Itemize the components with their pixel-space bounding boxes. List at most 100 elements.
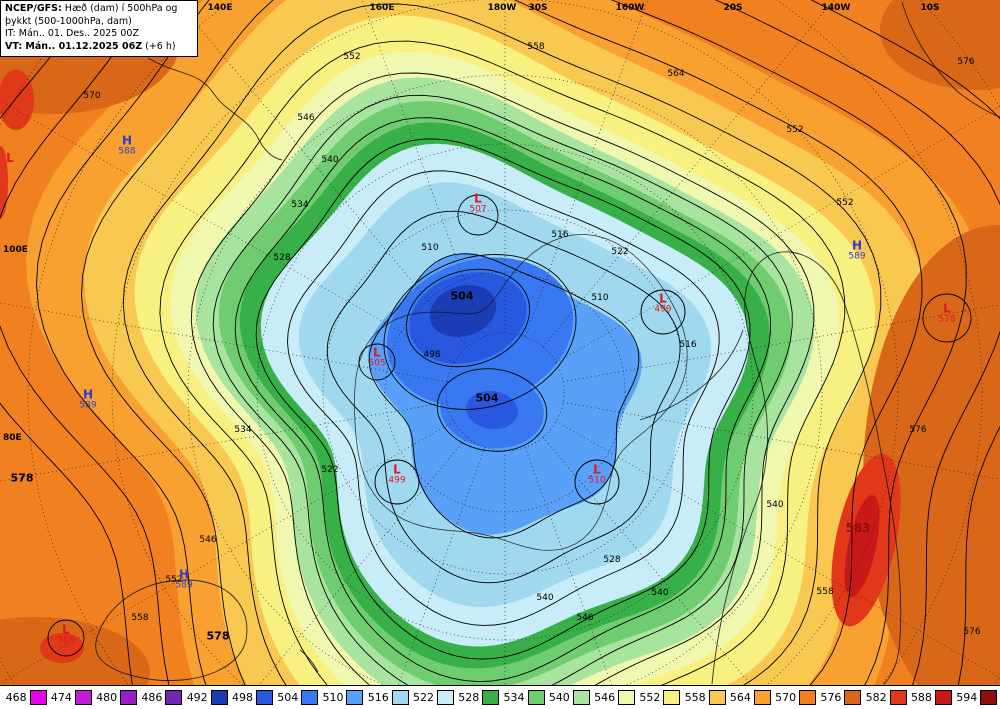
coastline [299, 649, 319, 673]
legend-item: 480 [93, 690, 138, 705]
legend-value: 546 [594, 691, 616, 704]
closed-low-contour [47, 619, 85, 657]
longitude-line [175, 0, 468, 348]
closed-low-contour [574, 459, 620, 505]
legend-value: 474 [50, 691, 72, 704]
legend-value: 564 [729, 691, 751, 704]
legend-color-swatch [799, 690, 817, 705]
legend-item: 582 [862, 690, 907, 705]
legend-value: 510 [322, 691, 344, 704]
info-line-2: þykkt (500-1000hPa, dam) [5, 15, 132, 27]
legend-item: 486 [138, 690, 183, 705]
legend-color-swatch [618, 690, 636, 705]
map-info-box: NCEP/GFS: Hæð (dam) í 500hPa og þykkt (5… [0, 0, 198, 57]
legend-item: 522 [409, 690, 455, 705]
legend-color-swatch [29, 690, 47, 705]
height-contour [212, 94, 793, 685]
height-contour-core [436, 368, 548, 452]
height-contour [255, 138, 751, 660]
legend-value: 492 [186, 691, 208, 704]
height-contour [287, 170, 720, 626]
longitude-line [563, 401, 1000, 480]
longitude-line [0, 100, 455, 363]
info-line-1: NCEP/GFS: Hæð (dam) í 500hPa og [5, 3, 178, 14]
coastline [901, 1, 1000, 118]
legend-color-swatch [301, 690, 319, 705]
legend-item: 510 [319, 690, 364, 705]
legend-value: 486 [141, 691, 163, 704]
warm-patch-576 [880, 0, 1000, 90]
legend-item: 594 [953, 690, 998, 705]
legend-color-swatch [391, 690, 409, 705]
legend-value: 540 [548, 691, 570, 704]
legend-item: 504 [274, 690, 319, 705]
legend-item: 516 [364, 690, 409, 705]
legend-color-swatch [980, 690, 998, 705]
height-contour [326, 210, 681, 584]
longitude-line [361, 0, 486, 337]
longitude-line [0, 401, 447, 482]
warm-patch-588 [844, 495, 880, 597]
legend-item: 564 [726, 690, 771, 705]
legend-color-swatch [708, 690, 726, 705]
legend-color-swatch [572, 690, 590, 705]
legend-item: 576 [817, 690, 862, 705]
weather-map: 140E 160E 180W 30S 160W 20S 140W 10S 100E 80E 552 5… [0, 0, 1000, 685]
legend-item: 570 [772, 690, 817, 705]
legend-value: 576 [820, 691, 842, 704]
legend-item: 546 [590, 690, 636, 705]
cold-core-492 [429, 285, 497, 337]
cold-core-498 [466, 390, 518, 430]
legend-value: 594 [956, 691, 978, 704]
coastline [147, 57, 283, 161]
closed-low-contour [922, 293, 972, 343]
coastline [95, 579, 248, 682]
longitude-line [555, 421, 1000, 679]
height-contour [159, 40, 846, 685]
closed-low-contour [640, 289, 686, 335]
closed-low-contour [358, 343, 396, 381]
legend-item: 588 [907, 690, 952, 705]
legend-value: 498 [231, 691, 253, 704]
legend-color-swatch [934, 690, 952, 705]
legend-item: 492 [183, 690, 228, 705]
map-canvas [0, 0, 1000, 685]
height-contour [368, 253, 640, 539]
legend-value: 582 [865, 691, 887, 704]
legend-color-swatch [889, 690, 907, 705]
init-time: IT: Mán.. 01. Des.. 2025 00Z [5, 28, 139, 39]
coastline [639, 329, 744, 421]
legend-color-swatch [255, 690, 273, 705]
legend-value: 528 [458, 691, 480, 704]
valid-time: VT: Mán.. 01.12.2025 06Z (+6 h) [5, 40, 176, 52]
longitude-line [258, 436, 468, 685]
legend-value: 504 [277, 691, 299, 704]
longitude-line [563, 304, 1000, 383]
latitude-circle [111, 0, 899, 685]
longitude-line [555, 105, 1000, 363]
legend-item: 528 [455, 690, 500, 705]
legend-item: 540 [545, 690, 590, 705]
longitude-line [542, 436, 752, 685]
height-contour [36, 0, 967, 685]
legend-value: 522 [413, 691, 435, 704]
legend-color-swatch [437, 690, 455, 705]
warm-patch-582 [0, 146, 8, 218]
legend-value: 588 [910, 691, 932, 704]
legend-item: 534 [500, 690, 545, 705]
legend-color-swatch [663, 690, 681, 705]
legend-item: 552 [636, 690, 681, 705]
legend-color-swatch [527, 690, 545, 705]
legend-value: 558 [684, 691, 706, 704]
longitude-line [524, 0, 649, 337]
latitude-circle [187, 74, 823, 685]
legend-item: 558 [681, 690, 726, 705]
legend-value: 468 [5, 691, 27, 704]
latitude-circle [322, 209, 688, 575]
legend-value: 552 [639, 691, 661, 704]
height-contour-core [405, 268, 531, 368]
legend-value: 534 [503, 691, 525, 704]
height-contour [81, 0, 923, 685]
height-contour [122, 3, 882, 685]
